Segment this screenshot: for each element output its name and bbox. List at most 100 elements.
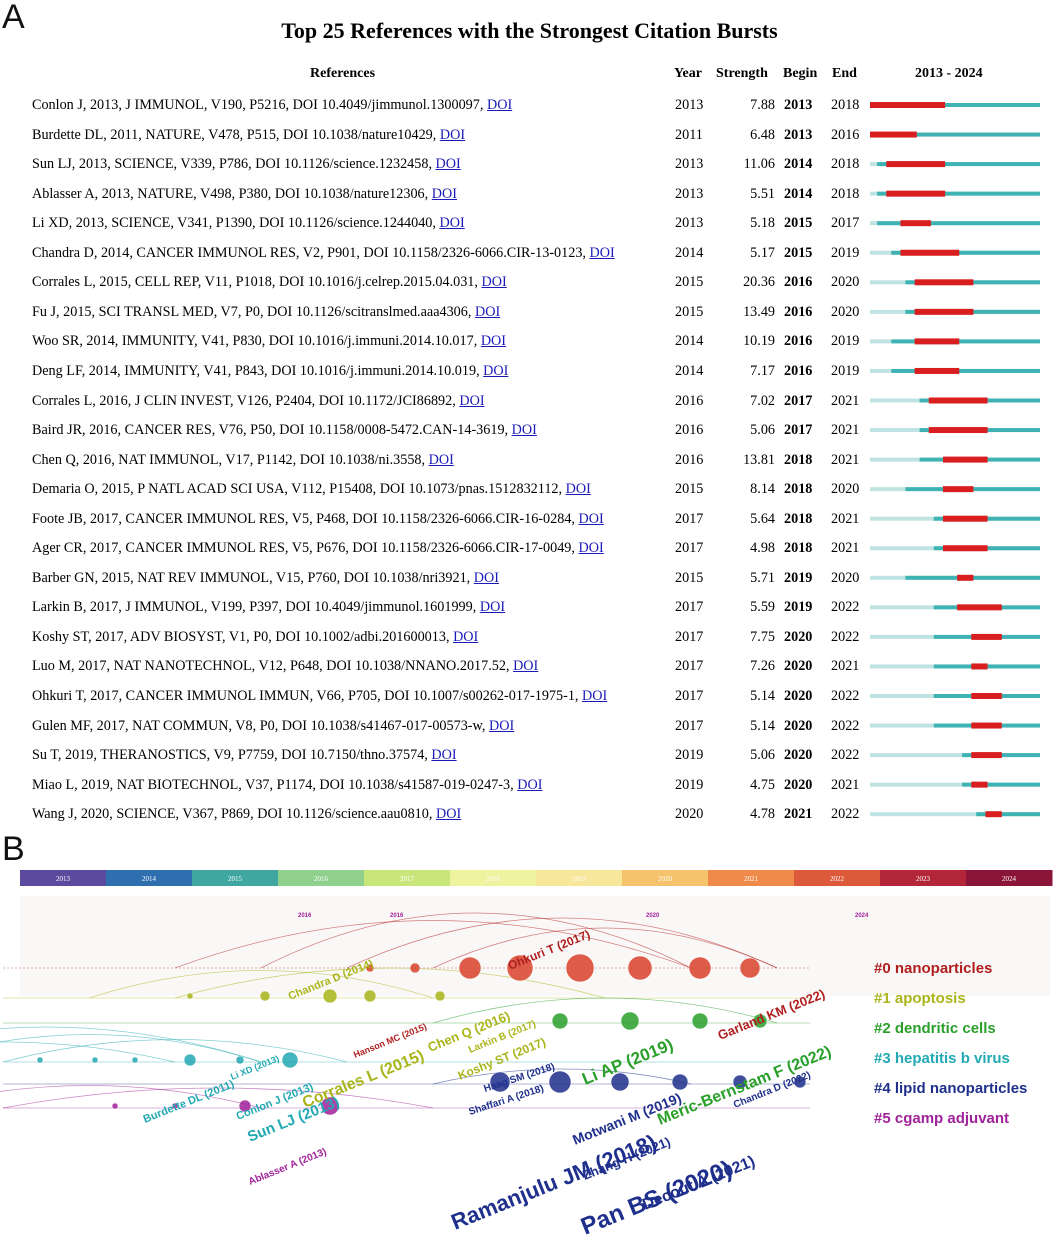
year-cell: 2011: [675, 126, 703, 143]
year-band: [450, 870, 537, 886]
begin-cell: 2017: [784, 392, 813, 409]
citation-arc: [432, 1068, 692, 1085]
year-band: [536, 870, 623, 886]
year-band: [966, 870, 1053, 886]
timeline-active: [891, 339, 1040, 344]
timeline-active: [877, 162, 1040, 167]
doi-link[interactable]: DOI: [589, 244, 615, 261]
timeline-inactive: [870, 753, 1040, 758]
chart-title: Top 25 References with the Strongest Cit…: [281, 18, 778, 43]
doi-link[interactable]: DOI: [511, 422, 537, 439]
strength-cell: 7.17: [750, 362, 775, 379]
citation-arc: [0, 1041, 176, 1063]
doi-link[interactable]: DOI: [480, 333, 507, 350]
doi-link[interactable]: DOI: [479, 599, 506, 616]
doi-link[interactable]: DOI: [483, 362, 509, 379]
doi-link[interactable]: DOI: [428, 451, 454, 468]
reference-text: Corrales L, 2016, J CLIN INVEST, V126, P…: [32, 392, 485, 409]
citation-node: [620, 1011, 640, 1031]
doi-link[interactable]: DOI: [578, 510, 604, 527]
doi-link[interactable]: DOI: [435, 806, 462, 823]
timeline-active: [891, 368, 1040, 373]
citation-arc: [88, 970, 434, 999]
reference-text: Barber GN, 2015, NAT REV IMMUNOL, V15, P…: [32, 569, 499, 586]
year-cell: 2014: [675, 333, 704, 350]
citation-node: [489, 1071, 511, 1093]
burst-row: Luo M, 2017, NAT NANOTECHNOL, V12, P648,…: [0, 650, 1059, 680]
citation-node: [610, 1072, 630, 1092]
citation-arc: [346, 917, 778, 969]
doi-link[interactable]: DOI: [488, 717, 515, 734]
year-cell: 2017: [675, 628, 704, 645]
reference-text: Ager CR, 2017, CANCER IMMUNOL RES, V5, P…: [32, 540, 604, 557]
doi-link[interactable]: DOI: [513, 658, 539, 675]
year-band-label: 2022: [830, 875, 845, 883]
burst-bar: [870, 102, 946, 108]
doi-link[interactable]: DOI: [431, 185, 457, 202]
burst-bar: [957, 604, 1002, 611]
year-cell: 2016: [675, 392, 704, 409]
timeline-active: [877, 191, 1040, 196]
begin-cell: 2020: [784, 658, 813, 675]
burst-bar: [942, 515, 988, 522]
year-cell: 2017: [675, 540, 704, 557]
year-cell: 2017: [675, 599, 704, 616]
timeline-active: [891, 250, 1040, 255]
citation-node: [409, 962, 421, 974]
burst-row: Li XD, 2013, SCIENCE, V341, P1390, DOI 1…: [0, 207, 1059, 237]
timeline-active: [877, 103, 1040, 107]
doi-link[interactable]: DOI: [578, 540, 604, 557]
doi-link[interactable]: DOI: [481, 274, 507, 291]
strength-cell: 5.59: [750, 599, 775, 616]
strength-cell: 6.48: [750, 126, 775, 143]
reference-text: Gulen MF, 2017, NAT COMMUN, V8, P0, DOI …: [32, 717, 515, 734]
doi-link[interactable]: DOI: [439, 215, 465, 232]
timeline-active: [962, 782, 1040, 787]
burst-bar: [971, 752, 1002, 759]
burst-row: Ager CR, 2017, CANCER IMMUNOL RES, V5, P…: [0, 532, 1059, 562]
year-cell: 2017: [675, 717, 704, 734]
doi-link[interactable]: DOI: [486, 97, 513, 113]
doi-link[interactable]: DOI: [474, 303, 501, 320]
end-cell: 2022: [831, 806, 860, 823]
doi-link[interactable]: DOI: [459, 392, 485, 409]
strength-cell: 5.17: [750, 244, 775, 261]
doi-link[interactable]: DOI: [565, 481, 591, 498]
burst-bar: [900, 220, 931, 227]
cluster-legend-label: #3 hepatitis b virus: [874, 1050, 1010, 1067]
doi-link[interactable]: DOI: [517, 776, 543, 793]
col-header-references: References: [310, 66, 376, 81]
burst-bar: [914, 338, 960, 345]
begin-cell: 2017: [784, 422, 813, 439]
citation-node: [238, 1099, 252, 1113]
citation-node: [627, 955, 653, 981]
citation-arc: [2, 1039, 348, 1063]
end-cell: 2017: [831, 215, 860, 232]
strength-cell: 5.71: [750, 569, 775, 586]
begin-cell: 2015: [784, 215, 813, 232]
doi-link[interactable]: DOI: [439, 126, 466, 143]
year-band: [192, 870, 279, 886]
begin-cell: 2018: [784, 451, 813, 468]
end-cell: 2018: [831, 97, 860, 113]
burst-bar: [971, 663, 988, 670]
begin-cell: 2019: [784, 599, 813, 616]
doi-link[interactable]: DOI: [453, 628, 479, 645]
strength-cell: 11.06: [743, 156, 775, 173]
burst-row: Fu J, 2015, SCI TRANSL MED, V7, P0, DOI …: [0, 296, 1059, 326]
doi-link[interactable]: DOI: [435, 156, 461, 173]
citation-node: [739, 957, 761, 979]
burst-bar: [886, 190, 946, 197]
doi-link[interactable]: DOI: [431, 747, 457, 764]
citation-node: [732, 1074, 748, 1090]
begin-cell: 2013: [784, 97, 813, 113]
end-cell: 2022: [831, 628, 860, 645]
year-band-label: 2024: [1002, 875, 1017, 883]
doi-link[interactable]: DOI: [582, 688, 608, 704]
doi-link[interactable]: DOI: [473, 569, 499, 586]
begin-cell: 2020: [784, 688, 813, 704]
year-band: [278, 870, 365, 886]
reference-text: Demaria O, 2015, P NATL ACAD SCI USA, V1…: [32, 481, 591, 498]
citation-node: [36, 1056, 44, 1064]
reference-text: Larkin B, 2017, J IMMUNOL, V199, P397, D…: [32, 599, 506, 616]
